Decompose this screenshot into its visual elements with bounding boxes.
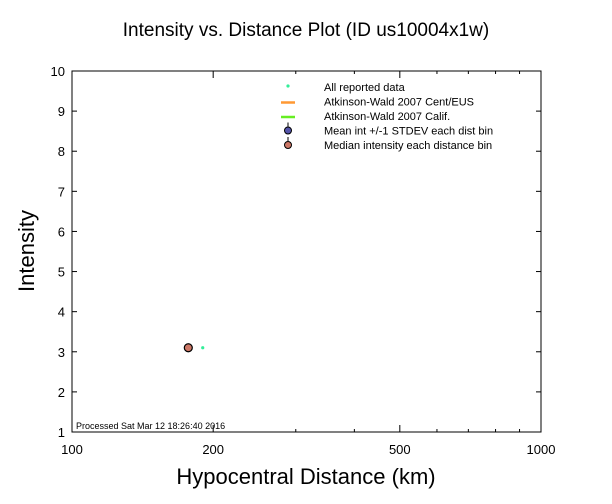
- y-tick-label: 9: [58, 104, 65, 119]
- x-tick-label: 200: [202, 442, 224, 457]
- y-tick-label: 5: [58, 265, 65, 280]
- x-tick-label: 1000: [527, 442, 556, 457]
- y-tick-label: 7: [58, 184, 65, 199]
- x-axis: 100 200 500 1000: [61, 71, 555, 457]
- legend-label: All reported data: [324, 82, 406, 94]
- y-tick-label: 10: [51, 64, 65, 79]
- legend-label: Mean int +/-1 STDEV each dist bin: [324, 126, 493, 138]
- y-tick-label: 2: [58, 385, 65, 400]
- legend-label: Atkinson-Wald 2007 Calif.: [324, 111, 450, 123]
- reported-data-point: [201, 346, 205, 350]
- chart-title: Intensity vs. Distance Plot (ID us10004x…: [123, 20, 489, 41]
- data-points: [183, 343, 205, 353]
- median-intensity-point: [183, 343, 193, 353]
- legend-label: Atkinson-Wald 2007 Cent/EUS: [324, 97, 474, 109]
- x-tick-label: 100: [61, 442, 83, 457]
- y-tick-label: 1: [58, 425, 65, 440]
- y-tick-label: 6: [58, 224, 65, 239]
- y-tick-label: 4: [58, 305, 65, 320]
- legend: All reported data Atkinson-Wald 2007 Cent…: [281, 82, 493, 152]
- legend-label: Median intensity each distance bin: [324, 140, 492, 152]
- legend-marker-circle: [284, 141, 292, 149]
- processed-footnote: Processed Sat Mar 12 18:26:40 2016: [76, 421, 225, 431]
- y-axis-label: Intensity: [14, 210, 39, 292]
- x-axis-label: Hypocentral Distance (km): [176, 464, 435, 489]
- legend-marker-dot: [286, 84, 290, 88]
- y-axis: 1 2 3 4 5 6 7 8 9 10: [51, 64, 541, 440]
- plot-frame: [71, 70, 542, 433]
- legend-marker-circle: [284, 126, 292, 135]
- y-tick-label: 3: [58, 345, 65, 360]
- y-tick-label: 8: [58, 144, 65, 159]
- x-tick-label: 500: [389, 442, 411, 457]
